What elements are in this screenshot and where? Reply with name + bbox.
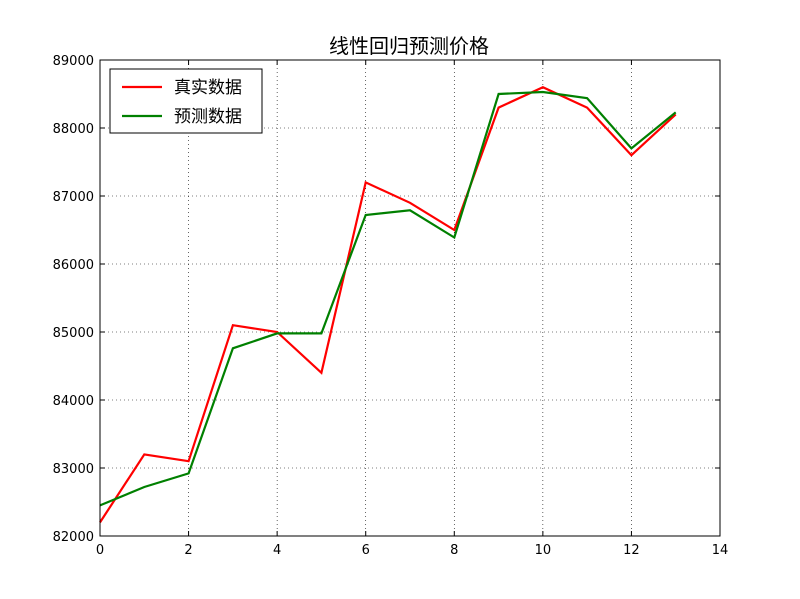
x-tick-label: 6 bbox=[362, 543, 370, 558]
legend-label: 预测数据 bbox=[174, 107, 242, 127]
y-tick-label: 88000 bbox=[53, 122, 94, 137]
y-tick-label: 85000 bbox=[53, 326, 94, 341]
chart-title: 线性回归预测价格 bbox=[329, 34, 489, 58]
x-tick-label: 2 bbox=[184, 543, 192, 558]
series-line-2 bbox=[100, 92, 676, 505]
x-tick-label: 8 bbox=[450, 543, 458, 558]
x-tick-label: 10 bbox=[535, 543, 552, 558]
series-group bbox=[100, 87, 676, 522]
x-tick-label: 12 bbox=[623, 543, 640, 558]
y-tick-label: 87000 bbox=[53, 190, 94, 205]
x-tick-label: 4 bbox=[273, 543, 281, 558]
y-tick-label: 84000 bbox=[53, 394, 94, 409]
x-tick-label: 0 bbox=[96, 543, 104, 558]
legend-label: 真实数据 bbox=[174, 78, 242, 98]
y-tick-label: 83000 bbox=[53, 462, 94, 477]
y-tick-label: 82000 bbox=[53, 530, 94, 545]
series-line-1 bbox=[100, 87, 676, 522]
x-tick-label: 14 bbox=[712, 543, 729, 558]
y-tick-label: 86000 bbox=[53, 258, 94, 273]
y-tick-label: 89000 bbox=[53, 54, 94, 69]
